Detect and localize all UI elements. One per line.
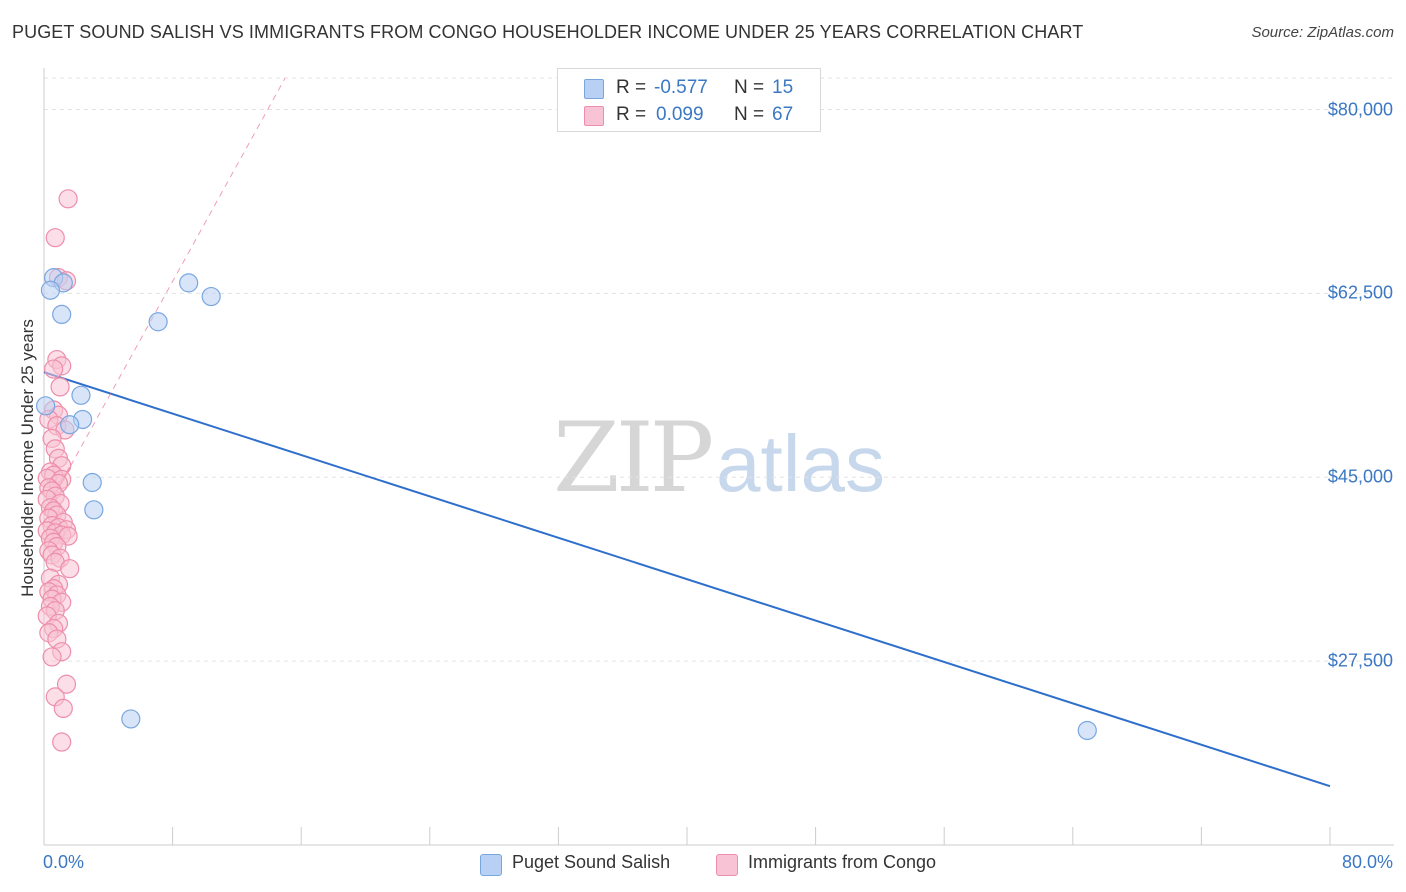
gridlines (44, 77, 1394, 662)
point-immigrants-from-congo (44, 359, 64, 379)
point-puget-sound-salish (82, 472, 102, 493)
point-puget-sound-salish (1077, 720, 1097, 741)
point-puget-sound-salish (84, 500, 104, 520)
x-tick-label-min: 0.0% (43, 852, 85, 872)
point-puget-sound-salish (71, 385, 91, 405)
n-label: N = (734, 77, 765, 98)
point-immigrants-from-congo (56, 674, 77, 694)
y-axis-label: Householder Income Under 25 years (18, 319, 37, 597)
axes (43, 68, 1394, 846)
point-puget-sound-salish (60, 415, 80, 435)
legend-swatch-pink (584, 106, 604, 126)
point-immigrants-from-congo (58, 189, 78, 209)
point-puget-sound-salish (201, 286, 221, 307)
n-value: 15 (772, 77, 794, 98)
legend-row-puget: R = -0.577 N = 15 (558, 75, 820, 101)
r-label: R = (616, 77, 647, 98)
chart-title: PUGET SOUND SALISH VS IMMIGRANTS FROM CO… (12, 22, 1084, 42)
point-immigrants-from-congo (45, 228, 65, 248)
n-label: N = (734, 104, 765, 125)
y-tick-label: $62,500 (1327, 282, 1393, 303)
r-value: 0.099 (656, 104, 704, 125)
point-immigrants-from-congo (60, 559, 80, 579)
point-immigrants-from-congo (52, 732, 72, 752)
correlation-legend: R = -0.577 N = 15 R = 0.099 N = 67 (557, 68, 821, 132)
y-tick-label: $45,000 (1327, 466, 1393, 487)
point-puget-sound-salish (40, 280, 61, 300)
legend-label: Immigrants from Congo (748, 852, 937, 872)
point-immigrants-from-congo (53, 698, 73, 719)
point-puget-sound-salish (179, 273, 199, 293)
x-tick-label-max: 80.0% (1341, 852, 1393, 872)
r-value: -0.577 (654, 77, 708, 98)
point-puget-sound-salish (52, 304, 72, 325)
trend-line-immigrants-from-congo-dashed (43, 77, 286, 515)
legend-swatch-blue (584, 79, 604, 99)
point-puget-sound-salish (121, 709, 141, 729)
legend-label: Puget Sound Salish (512, 852, 671, 872)
watermark-zip: ZIP (553, 402, 714, 514)
legend-swatch-pink (716, 854, 738, 876)
watermark-atlas: atlas (716, 419, 885, 508)
data-points (36, 189, 1097, 752)
r-label: R = (616, 104, 647, 125)
point-puget-sound-salish (148, 312, 168, 332)
legend-swatch-blue (480, 854, 502, 876)
legend-row-congo: R = 0.099 N = 67 (558, 102, 820, 128)
y-tick-label: $27,500 (1327, 650, 1393, 671)
n-value: 67 (772, 104, 794, 125)
point-immigrants-from-congo (42, 647, 62, 667)
y-tick-label: $80,000 (1327, 99, 1393, 120)
point-immigrants-from-congo (50, 377, 70, 397)
point-puget-sound-salish (36, 396, 56, 416)
trend-lines (43, 77, 1331, 788)
trend-line-puget-sound-salish (43, 371, 1331, 788)
source-label: Source: ZipAtlas.com (1251, 24, 1394, 41)
